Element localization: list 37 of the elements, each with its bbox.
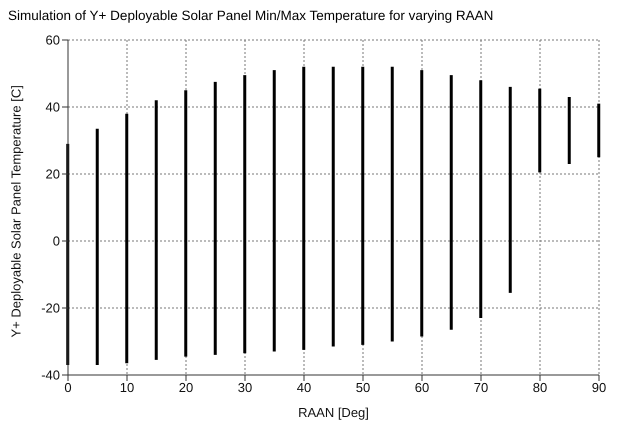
bar — [302, 66, 306, 350]
x-tick-label: 80 — [532, 380, 548, 396]
x-axis-title: RAAN [Deg] — [298, 405, 369, 420]
chart-title: Simulation of Y+ Deployable Solar Panel Min/Max Temperature for varying RAAN — [8, 8, 494, 25]
bar — [597, 104, 600, 158]
bar — [184, 90, 188, 357]
bar — [154, 100, 158, 360]
y-tick-label: 20 — [46, 166, 60, 182]
x-tick-label: 30 — [238, 380, 252, 396]
bar — [508, 86, 512, 293]
y-tick-label: -40 — [41, 368, 60, 383]
y-tick-label: 60 — [46, 32, 60, 48]
x-tick-label: 50 — [356, 380, 370, 396]
y-tick-label: -20 — [41, 300, 60, 316]
bar — [450, 75, 453, 330]
x-tick-label: 90 — [592, 380, 606, 396]
y-tick-label: 0 — [52, 234, 60, 249]
bar — [125, 114, 128, 364]
bar — [361, 66, 364, 345]
bar — [96, 128, 99, 365]
x-tick-label: 20 — [178, 380, 194, 396]
bar — [214, 82, 217, 355]
x-tick-label: 70 — [474, 380, 488, 396]
bar — [243, 75, 246, 354]
x-tick-label: 10 — [120, 380, 134, 396]
y-axis-title: Y+ Deployable Solar Panel Temperature [C] — [8, 85, 24, 338]
x-tick-label: 40 — [296, 380, 312, 396]
bar — [479, 80, 482, 318]
y-tick-label: 40 — [46, 100, 60, 115]
bar — [272, 70, 276, 352]
x-tick-label: 0 — [64, 380, 72, 396]
bar — [568, 96, 571, 164]
bar — [538, 88, 542, 172]
bar — [390, 66, 394, 342]
x-tick-label: 60 — [414, 380, 430, 396]
bar — [332, 66, 335, 347]
bar — [420, 70, 424, 336]
